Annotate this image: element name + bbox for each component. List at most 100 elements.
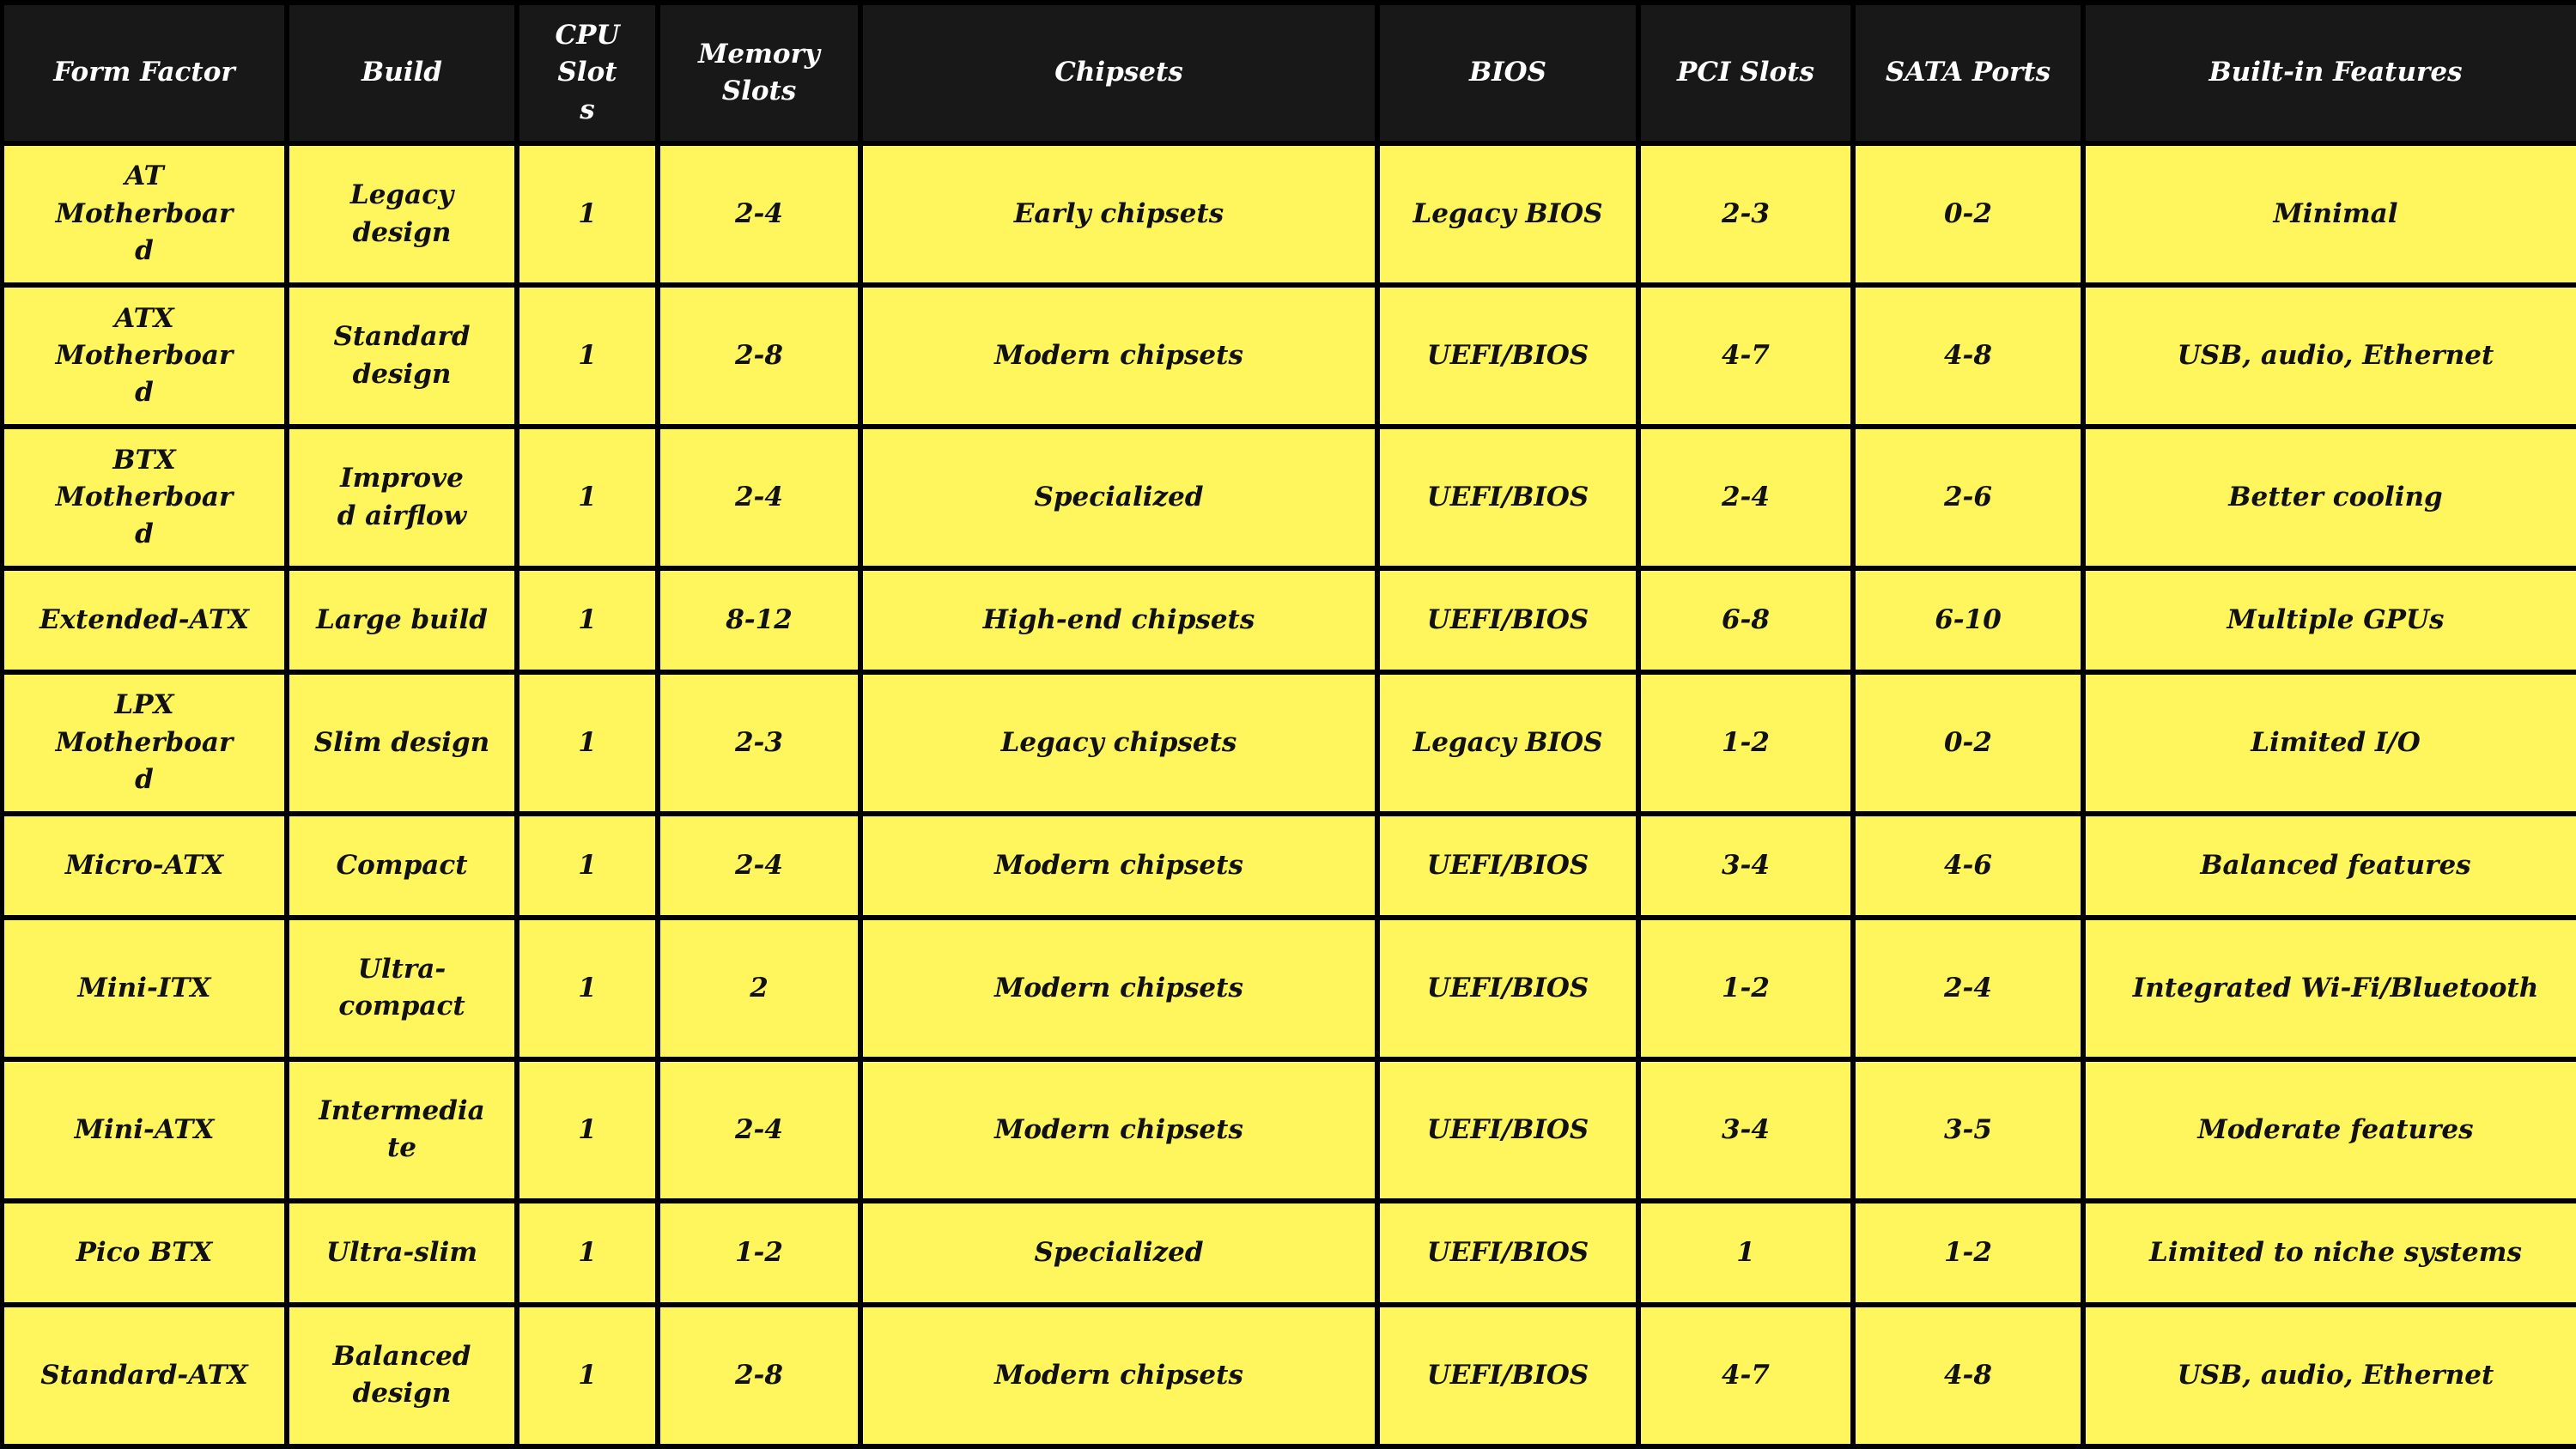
table-row: ATX Motherboard Standard design 1 2-8 Mo… bbox=[4, 288, 2576, 425]
cell-cpu-slots: 1 bbox=[519, 816, 655, 915]
table-row: Mini-ITX Ultra-compact 1 2 Modern chipse… bbox=[4, 919, 2576, 1057]
cell-sata-ports: 4-8 bbox=[1856, 1307, 2081, 1444]
cell-chipsets: Modern chipsets bbox=[863, 288, 1375, 425]
cell-chipsets: Legacy chipsets bbox=[863, 675, 1375, 812]
cell-built-in-features: Better cooling bbox=[2086, 429, 2576, 567]
cell-build: Standard design bbox=[289, 288, 514, 425]
cell-build: Improved airflow bbox=[289, 429, 514, 567]
cell-bios: UEFI/BIOS bbox=[1380, 1061, 1636, 1199]
cell-pci-slots: 4-7 bbox=[1641, 288, 1850, 425]
header-chipsets: Chipsets bbox=[863, 5, 1375, 141]
cell-built-in-features: Multiple GPUs bbox=[2086, 571, 2576, 670]
table-row: LPX Motherboard Slim design 1 2-3 Legacy… bbox=[4, 675, 2576, 812]
cell-chipsets: Modern chipsets bbox=[863, 919, 1375, 1057]
header-built-in-features: Built-in Features bbox=[2086, 5, 2576, 141]
cell-pci-slots: 1-2 bbox=[1641, 675, 1850, 812]
cell-sata-ports: 4-8 bbox=[1856, 288, 2081, 425]
cell-sata-ports: 2-6 bbox=[1856, 429, 2081, 567]
cell-sata-ports: 1-2 bbox=[1856, 1203, 2081, 1302]
cell-cpu-slots: 1 bbox=[519, 429, 655, 567]
cell-sata-ports: 4-6 bbox=[1856, 816, 2081, 915]
cell-chipsets: Modern chipsets bbox=[863, 1061, 1375, 1199]
cell-form-factor: BTX Motherboard bbox=[4, 429, 284, 567]
cell-memory-slots: 2-4 bbox=[660, 816, 858, 915]
cell-bios: UEFI/BIOS bbox=[1380, 1203, 1636, 1302]
cell-form-factor: Standard-ATX bbox=[4, 1307, 284, 1444]
cell-built-in-features: Moderate features bbox=[2086, 1061, 2576, 1199]
cell-cpu-slots: 1 bbox=[519, 571, 655, 670]
table-row: BTX Motherboard Improved airflow 1 2-4 S… bbox=[4, 429, 2576, 567]
cell-built-in-features: Limited I/O bbox=[2086, 675, 2576, 812]
cell-cpu-slots: 1 bbox=[519, 146, 655, 283]
header-build: Build bbox=[289, 5, 514, 141]
header-bios: BIOS bbox=[1380, 5, 1636, 141]
cell-built-in-features: USB, audio, Ethernet bbox=[2086, 1307, 2576, 1444]
header-form-factor: Form Factor bbox=[4, 5, 284, 141]
cell-memory-slots: 2-4 bbox=[660, 1061, 858, 1199]
cell-cpu-slots: 1 bbox=[519, 1061, 655, 1199]
cell-bios: UEFI/BIOS bbox=[1380, 429, 1636, 567]
cell-built-in-features: Balanced features bbox=[2086, 816, 2576, 915]
cell-build: Slim design bbox=[289, 675, 514, 812]
cell-bios: UEFI/BIOS bbox=[1380, 919, 1636, 1057]
cell-bios: UEFI/BIOS bbox=[1380, 571, 1636, 670]
cell-chipsets: Specialized bbox=[863, 1203, 1375, 1302]
cell-memory-slots: 2 bbox=[660, 919, 858, 1057]
cell-cpu-slots: 1 bbox=[519, 919, 655, 1057]
table-row: Standard-ATX Balanced design 1 2-8 Moder… bbox=[4, 1307, 2576, 1444]
cell-build: Legacy design bbox=[289, 146, 514, 283]
cell-form-factor: Extended-ATX bbox=[4, 571, 284, 670]
cell-pci-slots: 1-2 bbox=[1641, 919, 1850, 1057]
cell-form-factor: LPX Motherboard bbox=[4, 675, 284, 812]
header-sata-ports: SATA Ports bbox=[1856, 5, 2081, 141]
cell-form-factor: ATX Motherboard bbox=[4, 288, 284, 425]
cell-build: Ultra-slim bbox=[289, 1203, 514, 1302]
cell-memory-slots: 8-12 bbox=[660, 571, 858, 670]
cell-build: Large build bbox=[289, 571, 514, 670]
cell-sata-ports: 6-10 bbox=[1856, 571, 2081, 670]
cell-chipsets: Modern chipsets bbox=[863, 1307, 1375, 1444]
header-memory-slots: Memory Slots bbox=[660, 5, 858, 141]
cell-pci-slots: 6-8 bbox=[1641, 571, 1850, 670]
cell-form-factor: Mini-ITX bbox=[4, 919, 284, 1057]
cell-pci-slots: 2-3 bbox=[1641, 146, 1850, 283]
cell-memory-slots: 2-3 bbox=[660, 675, 858, 812]
cell-memory-slots: 2-4 bbox=[660, 146, 858, 283]
table-row: Pico BTX Ultra-slim 1 1-2 Specialized UE… bbox=[4, 1203, 2576, 1302]
cell-bios: Legacy BIOS bbox=[1380, 146, 1636, 283]
cell-built-in-features: Limited to niche systems bbox=[2086, 1203, 2576, 1302]
cell-pci-slots: 3-4 bbox=[1641, 1061, 1850, 1199]
cell-bios: UEFI/BIOS bbox=[1380, 1307, 1636, 1444]
cell-build: Compact bbox=[289, 816, 514, 915]
header-pci-slots: PCI Slots bbox=[1641, 5, 1850, 141]
table-row: Micro-ATX Compact 1 2-4 Modern chipsets … bbox=[4, 816, 2576, 915]
cell-chipsets: High-end chipsets bbox=[863, 571, 1375, 670]
table-row: AT Motherboard Legacy design 1 2-4 Early… bbox=[4, 146, 2576, 283]
cell-bios: UEFI/BIOS bbox=[1380, 816, 1636, 915]
cell-cpu-slots: 1 bbox=[519, 1307, 655, 1444]
cell-cpu-slots: 1 bbox=[519, 288, 655, 425]
cell-cpu-slots: 1 bbox=[519, 1203, 655, 1302]
cell-form-factor: Pico BTX bbox=[4, 1203, 284, 1302]
cell-form-factor: Mini-ATX bbox=[4, 1061, 284, 1199]
cell-bios: UEFI/BIOS bbox=[1380, 288, 1636, 425]
cell-build: Ultra-compact bbox=[289, 919, 514, 1057]
cell-bios: Legacy BIOS bbox=[1380, 675, 1636, 812]
cell-cpu-slots: 1 bbox=[519, 675, 655, 812]
cell-memory-slots: 2-8 bbox=[660, 1307, 858, 1444]
cell-memory-slots: 2-8 bbox=[660, 288, 858, 425]
cell-pci-slots: 2-4 bbox=[1641, 429, 1850, 567]
cell-memory-slots: 1-2 bbox=[660, 1203, 858, 1302]
cell-memory-slots: 2-4 bbox=[660, 429, 858, 567]
header-cpu-slots: CPU Slots bbox=[519, 5, 655, 141]
cell-sata-ports: 2-4 bbox=[1856, 919, 2081, 1057]
cell-chipsets: Modern chipsets bbox=[863, 816, 1375, 915]
cell-sata-ports: 3-5 bbox=[1856, 1061, 2081, 1199]
cell-built-in-features: USB, audio, Ethernet bbox=[2086, 288, 2576, 425]
table-row: Mini-ATX Intermediate 1 2-4 Modern chips… bbox=[4, 1061, 2576, 1199]
cell-pci-slots: 4-7 bbox=[1641, 1307, 1850, 1444]
cell-form-factor: AT Motherboard bbox=[4, 146, 284, 283]
cell-built-in-features: Integrated Wi-Fi/Bluetooth bbox=[2086, 919, 2576, 1057]
